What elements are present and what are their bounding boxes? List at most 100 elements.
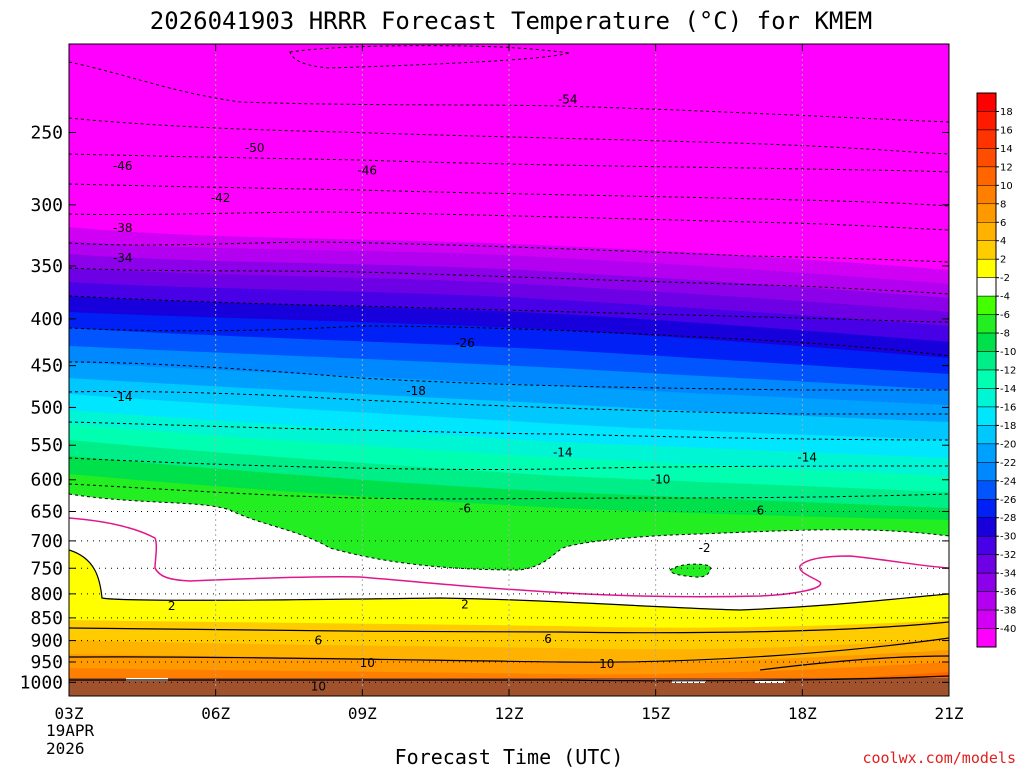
colorbar-label: 4 <box>1000 236 1006 247</box>
y-tick-label: 700 <box>30 531 63 552</box>
y-tick-label: 450 <box>30 356 63 377</box>
colorbar-label: -32 <box>1000 550 1016 561</box>
contour-line <box>69 295 949 323</box>
colorbar-swatch <box>976 425 997 445</box>
colorbar-label: -8 <box>1000 329 1010 340</box>
colorbar-swatch <box>976 240 997 260</box>
colorbar-swatch <box>976 480 997 500</box>
x-tick-label: 09Z <box>348 704 377 723</box>
colorbar-swatch <box>976 129 997 149</box>
contour-line <box>69 61 949 123</box>
contour-label: 6 <box>544 632 552 646</box>
colorbar-label: -20 <box>1000 439 1016 450</box>
contour-line <box>289 45 571 69</box>
grid-lines <box>215 44 803 696</box>
contour-label: 6 <box>315 634 323 648</box>
contour-label: -6 <box>752 503 764 517</box>
x-tick-label: 18Z <box>788 704 817 723</box>
colorbar-swatch <box>976 295 997 315</box>
colorbar-frame <box>976 92 997 648</box>
colorbar-label: 18 <box>1000 107 1013 118</box>
colorbar-swatch <box>976 462 997 482</box>
colorbar-swatch <box>976 203 997 223</box>
x-tick-label: 12Z <box>495 704 524 723</box>
colorbar-label: -2 <box>1000 273 1010 284</box>
y-tick-label: 300 <box>30 195 63 216</box>
y-tick-label: 800 <box>30 584 63 605</box>
colorbar-swatch <box>976 148 997 168</box>
colorbar-swatch <box>976 406 997 426</box>
contour-line <box>69 549 949 611</box>
contour-label: -14 <box>553 445 573 459</box>
y-tick-label: 750 <box>30 558 63 579</box>
colorbar-swatch <box>976 499 997 518</box>
colorbar-swatch <box>976 388 997 408</box>
contour-label: -18 <box>406 384 426 398</box>
contour-label: -42 <box>211 191 231 205</box>
colorbar-label: -16 <box>1000 402 1016 413</box>
contour-line <box>69 493 949 571</box>
x-tick-label: 03Z <box>55 704 84 723</box>
colorbar-label: -38 <box>1000 606 1016 617</box>
colorbar-swatch <box>976 554 997 574</box>
contour-label: -34 <box>113 251 133 265</box>
freezing-level-contour <box>69 517 949 598</box>
x-date-label: 19APR <box>46 721 95 740</box>
x-tick-label: 06Z <box>201 704 230 723</box>
contour-line <box>69 361 949 391</box>
contour-label: 10 <box>360 656 375 670</box>
colorbar-label: -30 <box>1000 532 1016 543</box>
contour-labels: -54-50-46 -46-42-38-34-26-18-14-14 -14-10-… <box>113 92 817 693</box>
x-tick-label: 21Z <box>935 704 964 723</box>
colorbar-swatch <box>976 609 997 629</box>
y-tick-label: 250 <box>30 123 63 144</box>
contour-line <box>69 483 949 500</box>
colorbar-label: -24 <box>1000 476 1016 487</box>
contour-line <box>69 153 949 173</box>
colorbar-label: -18 <box>1000 421 1016 432</box>
colorbar-swatch <box>976 572 997 592</box>
colorbar-label: 10 <box>1000 181 1013 192</box>
y-tick-label: 400 <box>30 309 63 330</box>
colorbar-swatch <box>976 111 997 131</box>
colorbar-label: 14 <box>1000 144 1013 155</box>
colorbar-swatch <box>976 332 997 352</box>
colorbar-swatch <box>976 535 997 555</box>
colorbar-swatch <box>976 92 997 112</box>
y-tick-label: 500 <box>30 397 63 418</box>
colorbar-swatch <box>976 591 997 611</box>
colorbar-swatch <box>976 314 997 334</box>
y-tick-label: 950 <box>30 652 63 673</box>
contour-line <box>669 563 711 578</box>
colorbar-swatch <box>976 277 997 297</box>
colorbar-label: -14 <box>1000 384 1016 395</box>
colorbar-label: 6 <box>1000 218 1006 229</box>
colorbar-swatch <box>976 166 997 186</box>
colorbar-swatch <box>976 628 997 648</box>
y-tick-label: 850 <box>30 608 63 629</box>
x-tick-label: 15Z <box>641 704 670 723</box>
colorbar-swatch <box>976 185 997 205</box>
colorbar-label: -26 <box>1000 495 1016 506</box>
contour-line <box>69 675 949 682</box>
contour-line <box>69 183 949 207</box>
contour-label: -14 <box>797 450 817 464</box>
colorbar-label: -34 <box>1000 569 1016 580</box>
contour-label: -26 <box>455 336 475 350</box>
colorbar-label: -22 <box>1000 458 1016 469</box>
colorbar-label: 8 <box>1000 199 1006 210</box>
y-tick-label: 900 <box>30 631 63 652</box>
contour-label: -54 <box>558 92 578 106</box>
y-tick-label: 550 <box>30 435 63 456</box>
colorbar-swatch <box>976 258 997 278</box>
contour-label: 2 <box>168 599 176 613</box>
contour-label: -2 <box>699 541 711 555</box>
x-axis-title: Forecast Time (UTC) <box>395 745 624 768</box>
colorbar-label: -28 <box>1000 513 1016 524</box>
contour-label: -46 <box>113 159 133 173</box>
colorbar-label: 12 <box>1000 162 1013 173</box>
plot-area <box>69 44 949 696</box>
credit-text: coolwx.com/models <box>862 749 1016 767</box>
contour-label: 10 <box>599 657 614 671</box>
